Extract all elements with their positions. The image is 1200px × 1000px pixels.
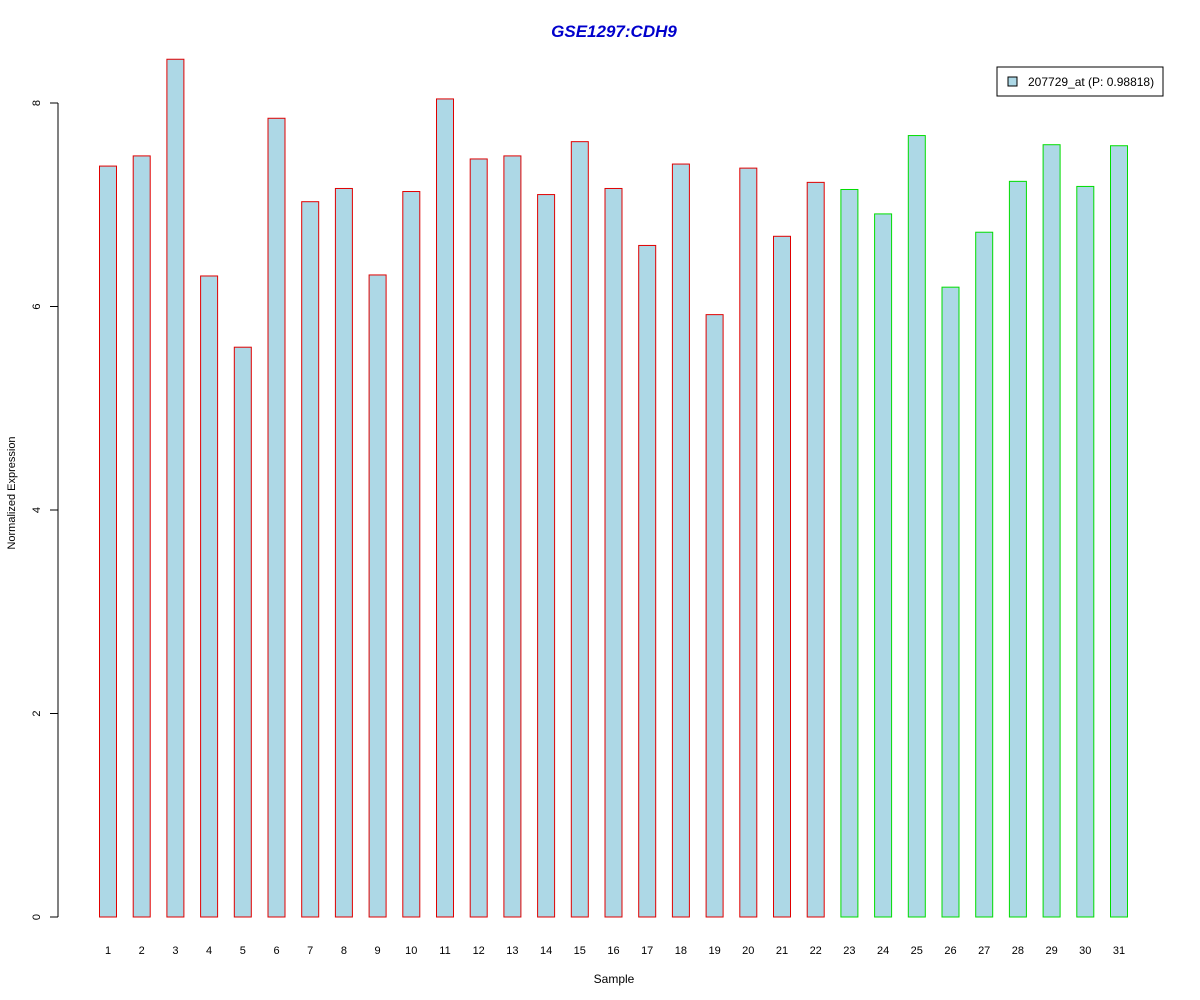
- bar-sample-28: [1008, 180, 1027, 918]
- bar-sample-1: [99, 165, 117, 918]
- bar-sample-20: [739, 167, 758, 918]
- bar-sample-6: [267, 117, 286, 918]
- bar-sample-24: [874, 213, 893, 918]
- bar-sample-26: [941, 286, 960, 918]
- bar-sample-14: [537, 194, 556, 918]
- x-tick-label: 10: [405, 945, 417, 957]
- bar-sample-27: [975, 231, 994, 918]
- x-tick-label: 22: [810, 945, 822, 957]
- x-tick-label: 15: [574, 945, 586, 957]
- legend-label: 207729_at (P: 0.98818): [1028, 75, 1154, 89]
- bar-sample-2: [132, 155, 151, 918]
- bar-sample-15: [570, 141, 589, 918]
- y-axis-label: Normalized Expression: [6, 436, 18, 549]
- x-tick-label: 7: [307, 945, 313, 957]
- bar-sample-18: [671, 163, 690, 918]
- bar-sample-9: [368, 274, 387, 918]
- bar-sample-3: [166, 58, 185, 918]
- bar-sample-25: [907, 135, 926, 918]
- y-axis: 0 2 4 6 8: [31, 100, 59, 920]
- bar-sample-17: [638, 244, 657, 918]
- bar-sample-7: [301, 201, 320, 918]
- x-tick-label: 21: [776, 945, 788, 957]
- x-tick-label: 11: [439, 945, 450, 957]
- x-tick-label: 14: [540, 945, 552, 957]
- x-tick-label: 19: [708, 945, 720, 957]
- bar-sample-16: [604, 187, 623, 918]
- x-tick-label: 28: [1012, 945, 1024, 957]
- bar-sample-8: [334, 187, 353, 918]
- x-tick-label: 13: [506, 945, 518, 957]
- bar-sample-21: [773, 235, 791, 918]
- x-tick-label: 5: [240, 945, 246, 957]
- x-tick-label: 29: [1045, 945, 1057, 957]
- x-tick-label: 2: [139, 945, 145, 957]
- bar-sample-5: [233, 346, 252, 918]
- bar-sample-23: [840, 188, 859, 918]
- x-tick-label: 26: [944, 945, 956, 957]
- x-tick-label: 1: [105, 945, 111, 957]
- bar-sample-4: [200, 275, 219, 918]
- bar-sample-31: [1110, 145, 1128, 918]
- bar-sample-22: [806, 181, 825, 918]
- x-tick-label: 12: [473, 945, 485, 957]
- bar-sample-19: [705, 314, 724, 918]
- x-tick-label: 24: [877, 945, 889, 957]
- x-tick-label: 17: [641, 945, 653, 957]
- x-tick-label: 9: [375, 945, 381, 957]
- bar-sample-10: [402, 191, 421, 918]
- x-tick-label: 18: [675, 945, 687, 957]
- x-tick-label: 6: [273, 945, 279, 957]
- bar-sample-30: [1076, 185, 1095, 918]
- x-tick-label: 4: [206, 945, 212, 957]
- x-tick-label: 16: [607, 945, 619, 957]
- y-tick-label: 4: [31, 507, 43, 513]
- chart-title: GSE1297:CDH9: [551, 22, 677, 41]
- bar-sample-13: [503, 155, 522, 918]
- x-tick-label: 8: [341, 945, 347, 957]
- bar-sample-29: [1042, 144, 1061, 918]
- x-tick-label: 20: [742, 945, 754, 957]
- y-tick-label: 6: [31, 303, 43, 309]
- bars-group: [99, 58, 1128, 918]
- y-tick-label: 2: [31, 710, 43, 716]
- x-tick-label: 27: [978, 945, 990, 957]
- legend: 207729_at (P: 0.98818): [996, 66, 1164, 97]
- bar-sample-11: [436, 98, 454, 918]
- y-tick-label: 8: [31, 100, 43, 106]
- y-tick-label: 0: [31, 914, 43, 920]
- x-tick-labels: 1 2 3 4 5 6 7 8 9 10 11 12 13 14 15 16 17 18 19 20 21 22 23 24 2…: [105, 945, 1125, 957]
- x-tick-label: 31: [1113, 945, 1125, 957]
- x-axis-label: Sample: [594, 972, 635, 986]
- legend-box: [996, 66, 1164, 97]
- x-tick-label: 30: [1079, 945, 1091, 957]
- bar-sample-12: [469, 158, 488, 918]
- x-tick-label: 23: [843, 945, 855, 957]
- x-tick-label: 3: [172, 945, 178, 957]
- legend-swatch: [1007, 76, 1018, 87]
- x-tick-label: 25: [911, 945, 923, 957]
